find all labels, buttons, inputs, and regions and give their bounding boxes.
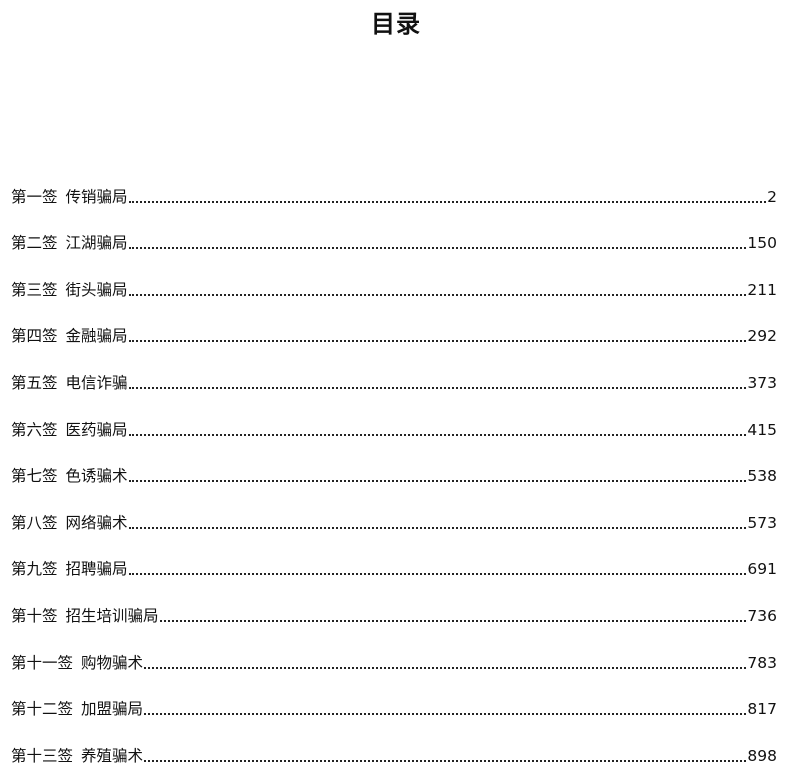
dot-leader (128, 386, 747, 389)
toc-entry[interactable]: 第一签 传销骗局 2 (11, 162, 777, 209)
entry-number: 第五签 (11, 373, 58, 392)
entry-page-number: 292 (747, 327, 777, 346)
entry-title: 色诱骗术 (65, 467, 128, 486)
entry-page-number: 211 (747, 280, 777, 299)
page-title: 目录 (371, 10, 421, 38)
entry-number: 第四签 (11, 327, 58, 346)
entry-title: 招生培训骗局 (65, 606, 159, 625)
entry-title: 街头骗局 (65, 280, 128, 299)
toc-entry[interactable]: 第九签 招聘骗局 691 (11, 535, 777, 582)
entry-page-number: 150 (747, 234, 777, 253)
entry-page-number: 898 (747, 746, 777, 765)
entry-number: 第十一签 (11, 653, 74, 672)
entry-page-number: 817 (747, 700, 777, 719)
entry-title: 传销骗局 (65, 187, 128, 206)
entry-number: 第六签 (11, 420, 58, 439)
entry-number: 第十二签 (11, 700, 74, 719)
toc-entry[interactable]: 第六签 医药骗局 415 (11, 395, 777, 442)
dot-leader (144, 713, 747, 716)
toc-entry[interactable]: 第七签 色诱骗术 538 (11, 442, 777, 489)
entry-page-number: 736 (747, 606, 777, 625)
dot-leader (128, 573, 747, 576)
entry-page-number: 415 (747, 420, 777, 439)
dot-leader (128, 200, 767, 203)
entry-number: 第八签 (11, 513, 58, 532)
entry-title: 金融骗局 (65, 327, 128, 346)
entry-number: 第二签 (11, 234, 58, 253)
entry-title: 招聘骗局 (65, 560, 128, 579)
toc-entry[interactable]: 第四签 金融骗局 292 (11, 302, 777, 349)
dot-leader (128, 526, 747, 529)
toc-entry[interactable]: 第十三签 养殖骗术 898 (11, 721, 777, 768)
entry-number: 第七签 (11, 467, 58, 486)
entry-number: 第十三签 (11, 746, 74, 765)
entry-number: 第一签 (11, 187, 58, 206)
toc-entry[interactable]: 第五签 电信诈骗 373 (11, 348, 777, 395)
dot-leader (128, 247, 747, 250)
table-of-contents: 第一签 传销骗局 2 第二签 江湖骗局 150 第三签 街头骗局 211 第四签… (11, 162, 777, 768)
entry-page-number: 783 (747, 653, 777, 672)
entry-page-number: 573 (747, 513, 777, 532)
entry-title: 加盟骗局 (81, 700, 144, 719)
toc-entry[interactable]: 第十签 招生培训骗局 736 (11, 581, 777, 628)
entry-number: 第三签 (11, 280, 58, 299)
toc-entry[interactable]: 第八签 网络骗术 573 (11, 488, 777, 535)
entry-page-number: 538 (747, 467, 777, 486)
entry-title: 网络骗术 (65, 513, 128, 532)
entry-title: 购物骗术 (81, 653, 144, 672)
entry-title: 养殖骗术 (81, 746, 144, 765)
dot-leader (128, 293, 747, 296)
dot-leader (144, 759, 747, 762)
entry-page-number: 373 (747, 373, 777, 392)
dot-leader (159, 619, 747, 622)
toc-entry[interactable]: 第十一签 购物骗术 783 (11, 628, 777, 675)
entry-number: 第九签 (11, 560, 58, 579)
entry-title: 医药骗局 (65, 420, 128, 439)
toc-entry[interactable]: 第二签 江湖骗局 150 (11, 209, 777, 256)
toc-entry[interactable]: 第三签 街头骗局 211 (11, 255, 777, 302)
entry-title: 江湖骗局 (65, 234, 128, 253)
toc-entry[interactable]: 第十二签 加盟骗局 817 (11, 675, 777, 722)
dot-leader (128, 340, 747, 343)
dot-leader (128, 480, 747, 483)
entry-page-number: 2 (767, 187, 777, 206)
dot-leader (144, 666, 747, 669)
entry-number: 第十签 (11, 606, 58, 625)
entry-page-number: 691 (747, 560, 777, 579)
dot-leader (128, 433, 747, 436)
entry-title: 电信诈骗 (65, 373, 128, 392)
